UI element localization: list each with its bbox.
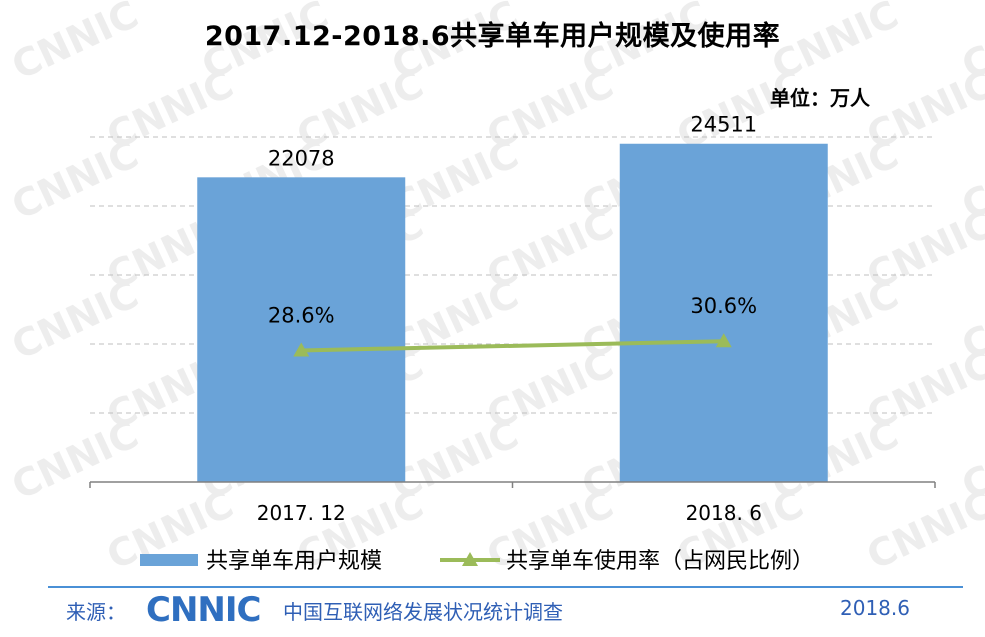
x-tick-label: 2018. 6 — [686, 501, 762, 525]
cnnic-logo: CNNIC — [146, 590, 261, 630]
chart-title: 2017.12-2018.6共享单车用户规模及使用率 — [204, 21, 781, 52]
bar — [197, 177, 406, 482]
bar — [619, 143, 828, 482]
legend-label: 共享单车用户规模 — [206, 549, 382, 574]
legend-swatch-bar — [140, 554, 198, 566]
footer-divider — [48, 586, 963, 588]
line-value-label: 30.6% — [690, 294, 757, 318]
legend-swatch-marker — [462, 552, 478, 566]
legend: 共享单车用户规模 共享单车使用率（占网民比例） — [140, 549, 814, 574]
usage-rate-line — [301, 339, 724, 353]
footer-date: 2018.6 — [840, 596, 910, 620]
footer-source-label: 来源： — [66, 600, 126, 624]
bar-value-label: 22078 — [268, 146, 335, 170]
bar-value-label: 24511 — [690, 113, 757, 137]
line-point — [293, 342, 310, 357]
footer-organization: 中国互联网络发展状况统计调查 — [283, 600, 563, 624]
line-point — [715, 333, 732, 348]
line-value-label: 28.6% — [268, 303, 335, 327]
legend-label: 共享单车使用率（占网民比例） — [506, 549, 814, 574]
plot-area: 22078 2017. 12 24511 2018. 6 28.6% 30.6% — [89, 113, 936, 525]
x-tick-label: 2017. 12 — [257, 501, 346, 525]
unit-label: 单位：万人 — [770, 86, 870, 110]
